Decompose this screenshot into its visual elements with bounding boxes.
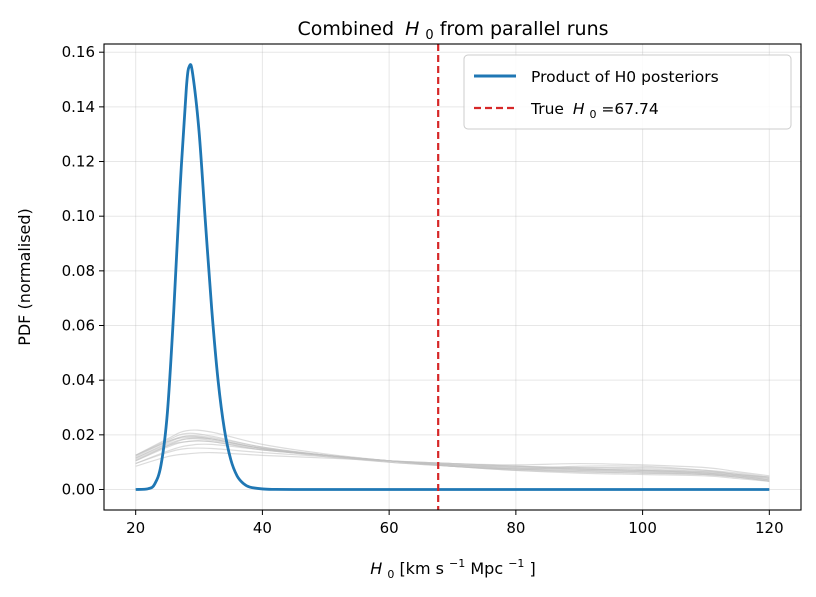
chart-title-symbol: H — [405, 18, 419, 40]
y-tick-label: 0.10 — [62, 207, 95, 225]
legend-true-symbol-sub: 0 — [589, 108, 596, 121]
legend-true-prefix: True — [530, 100, 569, 118]
chart-title: Combined H 0 from parallel runs — [297, 18, 608, 44]
product-curve-group — [135, 63, 770, 491]
x-tick-label: 100 — [628, 519, 657, 537]
y-axis-label: PDF (normalised) — [15, 208, 34, 346]
x-axis-label-units-a: [km s — [399, 559, 444, 578]
y-tick-label: 0.04 — [62, 371, 95, 389]
x-tick-label: 80 — [506, 519, 525, 537]
x-tick-label: 120 — [755, 519, 784, 537]
grid — [104, 44, 801, 510]
x-axis-label-units-b-sup: −1 — [508, 557, 524, 570]
y-tick-label: 0.14 — [62, 98, 95, 116]
y-tick-label: 0.16 — [62, 43, 95, 61]
chart-title-prefix: Combined — [297, 18, 394, 40]
legend-box — [463, 54, 792, 130]
legend-true-suffix: =67.74 — [601, 100, 658, 118]
run-posterior-line — [135, 447, 770, 478]
y-tick-label: 0.06 — [62, 317, 95, 335]
x-tick-label: 20 — [126, 519, 145, 537]
plot-frame — [103, 43, 802, 511]
run-curves — [135, 429, 770, 482]
y-tick-label: 0.12 — [62, 153, 95, 171]
legend-true-symbol: H — [573, 100, 585, 118]
run-posterior-line — [135, 438, 770, 478]
x-tick-label: 60 — [380, 519, 399, 537]
y-axis-ticks: 0.00 0.02 0.04 0.06 0.08 0.10 0.12 0.14 0.16 — [62, 43, 104, 499]
y-tick-label: 0.00 — [62, 481, 95, 499]
x-tick-label: 40 — [253, 519, 272, 537]
x-axis-label: H 0 [km s −1 Mpc −1 ] — [370, 552, 536, 582]
chart-title-symbol-sub: 0 — [425, 28, 433, 43]
x-axis-label-symbol: H — [370, 559, 382, 578]
x-axis-label-units-c: ] — [530, 559, 536, 578]
x-axis-label-symbol-sub: 0 — [387, 568, 394, 581]
y-tick-label: 0.08 — [62, 262, 95, 280]
legend-product-label: Product of H0 posteriors — [531, 68, 719, 86]
product-posterior-line — [135, 63, 770, 491]
legend: Product of H0 posteriors True H 0 =67.74 — [463, 54, 792, 130]
run-posterior-line — [135, 435, 770, 481]
legend-true-label: True H 0 =67.74 — [530, 100, 659, 122]
chart-title-suffix: from parallel runs — [440, 18, 609, 40]
x-axis-label-units-a-sup: −1 — [449, 557, 465, 570]
x-axis-label-units-b: Mpc — [470, 559, 503, 578]
y-tick-label: 0.02 — [62, 426, 95, 444]
x-axis-ticks: 20 40 60 80 100 120 — [126, 510, 784, 537]
